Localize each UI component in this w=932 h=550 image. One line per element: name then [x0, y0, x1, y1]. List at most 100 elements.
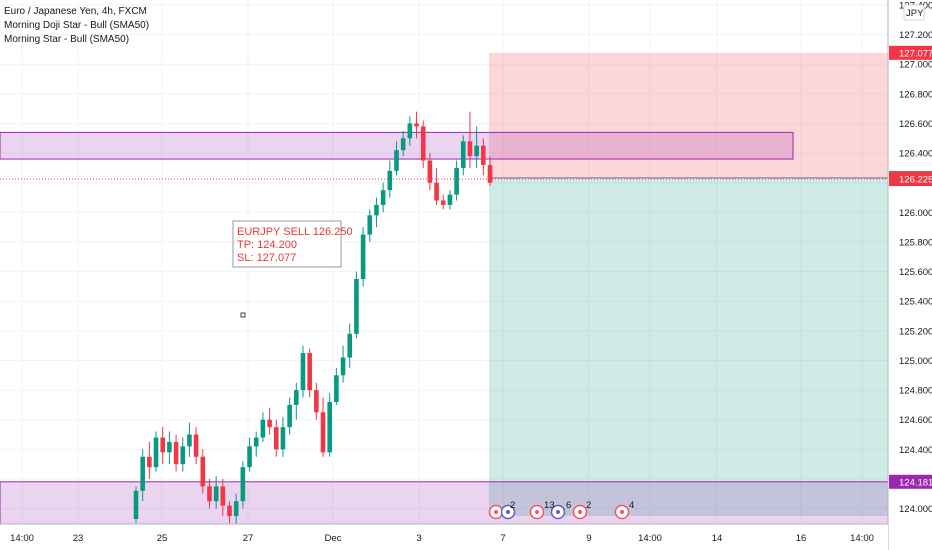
candle-body [260, 419, 266, 438]
price-tick-label: 125.400 [899, 297, 932, 308]
price-tick-label: 126.000 [899, 208, 932, 219]
candle [160, 427, 166, 465]
candle [133, 486, 139, 524]
candle [347, 323, 353, 368]
candle-body [240, 467, 246, 502]
candle-body [481, 145, 486, 165]
candle [260, 412, 266, 442]
price-axis: 127.400127.200127.000126.800126.600126.4… [889, 1, 932, 515]
candle [280, 416, 286, 457]
candle-body [220, 486, 226, 506]
price-tag-label: 124.181 [899, 477, 932, 488]
candle-body [334, 375, 339, 402]
candle [180, 437, 186, 472]
price-tag-label: 126.225 [899, 175, 932, 186]
support-zone [0, 481, 889, 525]
price-tick-label: 127.000 [899, 60, 932, 71]
annotation-line: TP: 124.200 [237, 239, 297, 251]
legend-line: Euro / Japanese Yen, 4h, FXCM [4, 6, 147, 17]
candle-body [253, 437, 259, 447]
candle [153, 431, 159, 472]
event-badge-dot [578, 510, 582, 514]
candle [487, 156, 493, 186]
event-badge-count: 4 [629, 500, 634, 511]
candle [300, 345, 306, 398]
candle-body [133, 490, 139, 519]
candle-body [200, 456, 206, 487]
candle-body [407, 123, 413, 139]
event-badge-count: 13 [544, 500, 555, 511]
price-tick-label: 125.800 [899, 237, 932, 248]
candle-body [314, 390, 319, 413]
candle-body [380, 190, 386, 205]
time-tick-label: 9 [586, 533, 591, 544]
candle-body [207, 486, 212, 502]
candle [294, 382, 299, 420]
candle-body [227, 505, 232, 516]
candle [481, 138, 486, 176]
candle-body [487, 164, 493, 183]
price-tick-label: 125.000 [899, 356, 932, 367]
candle-body [233, 501, 239, 516]
candle [327, 393, 332, 457]
candle-body [267, 419, 272, 428]
time-tick-label: 25 [157, 533, 168, 544]
candle [240, 461, 246, 509]
candle-body [420, 126, 426, 161]
candle-body [247, 446, 252, 468]
candle [420, 120, 426, 168]
time-tick-label: 16 [796, 533, 807, 544]
candle [173, 434, 179, 472]
price-tick-label: 124.600 [899, 415, 932, 426]
candles-group [133, 111, 493, 524]
candle-body [187, 434, 192, 447]
candle [207, 478, 212, 509]
candle-body [153, 437, 159, 468]
candle [440, 194, 446, 210]
price-tick-label: 124.000 [899, 504, 932, 515]
time-tick-label: Dec [325, 533, 342, 544]
event-badge-count: 2 [510, 500, 515, 511]
candle [380, 182, 386, 213]
candle [414, 111, 419, 139]
candle [167, 431, 172, 465]
candle-body [294, 390, 299, 405]
candle-body [340, 357, 346, 376]
time-tick-label: 14:00 [850, 533, 874, 544]
candle-body [213, 486, 219, 502]
price-tick-label: 126.400 [899, 149, 932, 160]
candle-body [320, 412, 326, 453]
candle [434, 167, 439, 205]
candle [454, 160, 459, 201]
candle [200, 449, 206, 494]
event-badge-dot [506, 510, 510, 514]
candle-body [173, 441, 179, 465]
event-badge-dot [620, 510, 624, 514]
event-badge-dot [556, 510, 560, 514]
candle-body [273, 427, 279, 450]
candle [400, 130, 406, 157]
candle-body [400, 138, 406, 151]
candle [340, 345, 346, 383]
candle-body [434, 182, 439, 201]
candle [447, 190, 453, 210]
annotation-line: EURJPY SELL 126.250 [237, 226, 353, 238]
candle [220, 478, 226, 516]
event-badge-dot [494, 510, 498, 514]
price-tick-label: 125.600 [899, 267, 932, 278]
legend: Euro / Japanese Yen, 4h, FXCM Morning Doj… [4, 6, 149, 45]
event-badge-count: 6 [566, 500, 571, 511]
currency-badge [903, 4, 925, 21]
candle-body [374, 204, 379, 216]
price-tick-label: 127.200 [899, 30, 932, 41]
candle-body [180, 446, 186, 465]
time-tick-label: 14:00 [10, 533, 34, 544]
time-axis-background [0, 524, 888, 550]
candle-body [414, 123, 419, 127]
candle [227, 501, 232, 524]
candle-body [193, 434, 199, 457]
candle [273, 419, 279, 457]
candle-body [280, 427, 286, 450]
time-tick-label: 27 [243, 533, 254, 544]
